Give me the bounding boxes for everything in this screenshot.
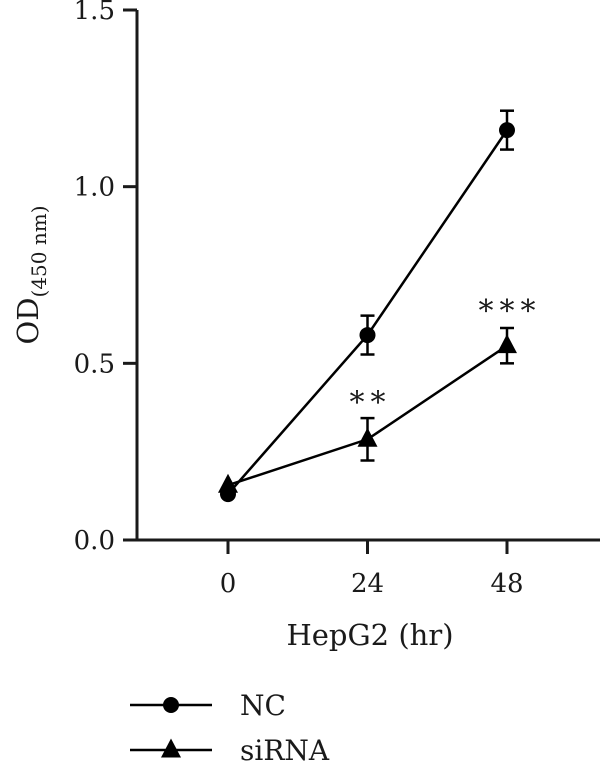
data-point [499,122,515,139]
data-point [359,327,376,344]
legend-marker [163,697,179,713]
legend-marker [161,738,181,758]
series-sirna [218,326,517,493]
legend-item-nc: NC [130,689,286,722]
y-tick-label: 1.5 [74,0,115,26]
x-tick-label: 24 [351,569,384,599]
data-point [218,473,238,493]
legend: NC siRNA [130,689,330,764]
y-tick-label: 0.5 [74,349,115,379]
significance-label: *** [479,294,542,329]
x-axis-title: HepG2 (hr) [286,618,453,652]
y-axis-title: OD(450 nm) [11,205,51,344]
legend-item-sirna: siRNA [130,734,330,764]
x-tick-label: 0 [220,569,237,599]
axes: 0.0 0.5 1.0 1.5 0 24 48 [74,0,600,599]
y-axis-title-main: OD [11,297,45,344]
y-axis-title-sub: (450 nm) [27,205,51,297]
legend-label: siRNA [240,734,330,764]
data-point [357,427,378,447]
plot-area: ***** [218,109,542,503]
significance-label: ** [350,386,392,421]
data-point [497,334,517,354]
svg-text:OD(450 nm): OD(450 nm) [11,205,51,344]
y-tick-label: 1.0 [74,173,115,203]
legend-label: NC [240,689,286,722]
x-tick-label: 48 [490,569,523,599]
y-tick-label: 0.0 [74,526,115,556]
